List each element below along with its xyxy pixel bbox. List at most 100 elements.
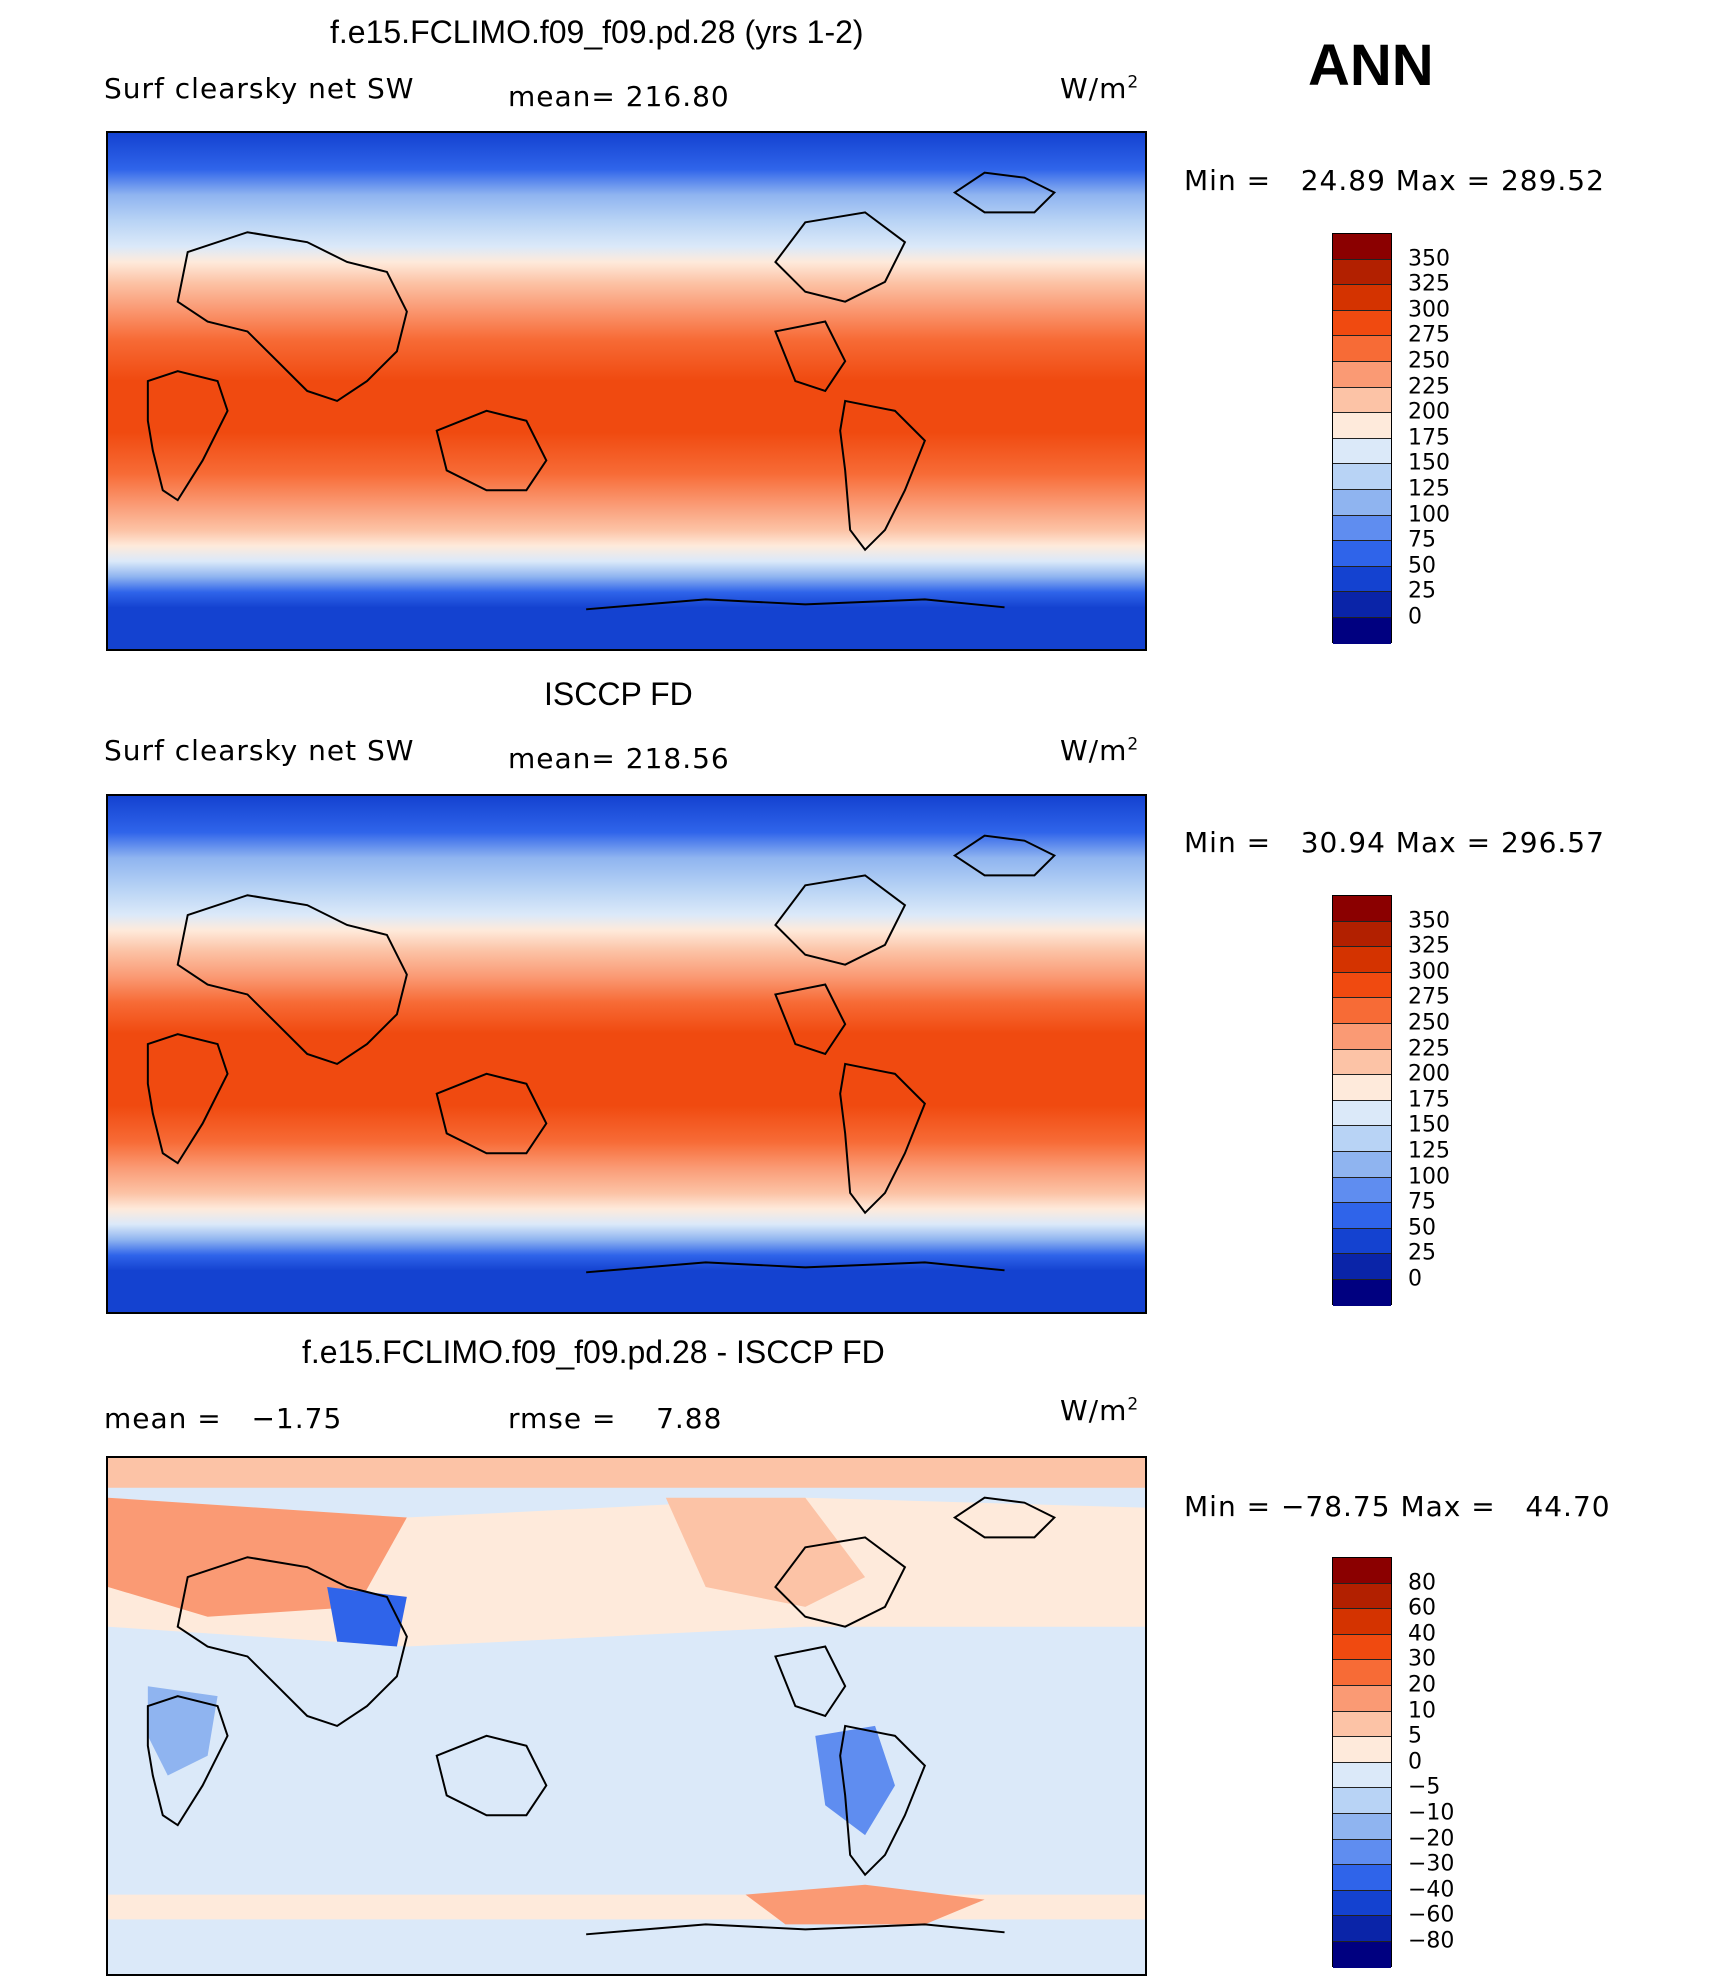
panel3-mean-label: mean = −1.75 [104,1402,343,1435]
panel3-rmse-label: rmse = 7.88 [508,1402,723,1435]
panel3-colorbar-swatch [1333,1865,1391,1891]
panel2-colorbar-swatch [1333,1075,1391,1101]
panel2-map [106,794,1147,1314]
panel3-colorbar-swatch [1333,1916,1391,1942]
panel1-colorbar-swatch [1333,310,1391,337]
panel2-colorbar-swatch [1333,1177,1391,1204]
colorbar-tick-label: −20 [1408,1826,1455,1852]
panel3-colorbar-swatch [1333,1711,1391,1738]
panel3-units: W/m2 [1060,1394,1140,1427]
colorbar-tick-label: 350 [1408,908,1450,934]
panel2-mean-label: mean= 218.56 [508,742,730,775]
panel1-heatmap-svg [108,133,1145,649]
panel3-colorbar-swatch [1333,1609,1391,1635]
panel3-min-max: Min = −78.75 Max = 44.70 [1184,1490,1611,1523]
panel3-colorbar-swatch [1333,1788,1391,1814]
panel3-colorbar-swatch [1333,1660,1391,1686]
panel1-colorbar-swatch [1333,566,1391,593]
colorbar-tick-label: 300 [1408,297,1450,323]
colorbar-tick-label: 40 [1408,1621,1436,1647]
panel1-colorbar-swatch [1333,413,1391,439]
panel1-units: W/m2 [1060,72,1140,105]
panel3-title: f.e15.FCLIMO.f09_f09.pd.28 - ISCCP FD [302,1334,885,1370]
panel3-colorbar-swatch [1333,1813,1391,1840]
panel3-colorbar-swatch [1333,1583,1391,1610]
panel2-colorbar-swatch [1333,998,1391,1024]
panel2-colorbar-swatch [1333,1100,1391,1127]
colorbar-tick-label: 25 [1408,578,1436,604]
colorbar-tick-label: 100 [1408,502,1450,528]
panel1-colorbar-swatch [1333,541,1391,567]
panel1-colorbar-swatch [1333,592,1391,618]
colorbar-tick-label: 30 [1408,1646,1436,1672]
colorbar-tick-label: 225 [1408,374,1450,400]
colorbar-tick-label: 100 [1408,1164,1450,1190]
colorbar-tick-label: 5 [1408,1723,1422,1749]
colorbar-tick-label: 225 [1408,1036,1450,1062]
panel1-land-outlines [146,171,1057,611]
colorbar-tick-label: 50 [1408,553,1436,579]
colorbar-tick-label: 0 [1408,1266,1422,1292]
panel2-colorbar-swatch [1333,1151,1391,1178]
panel3-colorbar-swatch [1333,1634,1391,1661]
panel3-colorbar-swatch [1333,1762,1391,1789]
panel2-land-outlines [146,834,1057,1274]
panel1-min-max: Min = 24.89 Max = 289.52 [1184,164,1605,197]
colorbar-tick-label: 80 [1408,1570,1436,1596]
panel2-colorbar-swatch [1333,1203,1391,1229]
colorbar-tick-label: 125 [1408,1138,1450,1164]
panel1-title: f.e15.FCLIMO.f09_f09.pd.28 (yrs 1-2) [330,14,864,50]
colorbar-tick-label: 50 [1408,1215,1436,1241]
colorbar-tick-label: −10 [1408,1800,1455,1826]
colorbar-tick-label: 75 [1408,1189,1436,1215]
panel3-map [106,1456,1147,1976]
panel3-colorbar-swatch [1333,1890,1391,1917]
colorbar-tick-label: −5 [1408,1774,1441,1800]
panel1-mean-label: mean= 216.80 [508,80,730,113]
panel1-colorbar-swatch [1333,489,1391,516]
panel2-colorbar-swatch [1333,921,1391,948]
panel2-colorbar-swatch [1333,972,1391,999]
colorbar-tick-label: 275 [1408,984,1450,1010]
panel2-min-max: Min = 30.94 Max = 296.57 [1184,826,1605,859]
colorbar-tick-label: 175 [1408,425,1450,451]
colorbar-tick-label: 200 [1408,1061,1450,1087]
panel1-map [106,131,1147,651]
colorbar-tick-label: 250 [1408,348,1450,374]
panel1-colorbar-swatch [1333,234,1391,260]
panel3-heatmap-svg [108,1458,1145,1974]
panel2-colorbar-swatch [1333,1279,1391,1306]
colorbar-tick-label: −60 [1408,1902,1455,1928]
colorbar-tick-label: 60 [1408,1595,1436,1621]
panel1-colorbar-swatch [1333,438,1391,465]
panel2-colorbar-swatch [1333,896,1391,922]
season-label: ANN [1308,33,1434,98]
colorbar-tick-label: −40 [1408,1877,1455,1903]
colorbar-tick-label: 350 [1408,246,1450,272]
panel2-colorbar-swatch [1333,1228,1391,1255]
panel1-colorbar-swatch [1333,259,1391,286]
colorbar-tick-label: 0 [1408,604,1422,630]
panel1-colorbar-swatch [1333,336,1391,362]
panel2-colorbar-swatch [1333,1254,1391,1280]
colorbar-tick-label: −30 [1408,1851,1455,1877]
colorbar-tick-label: 275 [1408,322,1450,348]
panel2-colorbar-swatch [1333,947,1391,973]
colorbar-tick-label: 300 [1408,959,1450,985]
colorbar-tick-label: 10 [1408,1698,1436,1724]
colorbar-tick-label: 200 [1408,399,1450,425]
panel3-colorbar-swatch [1333,1839,1391,1866]
colorbar-tick-label: 75 [1408,527,1436,553]
panel1-colorbar-swatch [1333,617,1391,644]
panel1-colorbar-swatch [1333,515,1391,542]
panel3-colorbar-swatch [1333,1685,1391,1712]
panel3-land-outlines [146,1496,1057,1936]
colorbar-tick-label: 150 [1408,1112,1450,1138]
colorbar-tick-label: 325 [1408,933,1450,959]
panel1-colorbar-swatch [1333,285,1391,311]
panel2-colorbar-swatch [1333,1049,1391,1076]
colorbar-tick-label: 0 [1408,1749,1422,1775]
panel1-colorbar-swatch [1333,361,1391,388]
panel3-colorbar-swatch [1333,1737,1391,1763]
panel2-colorbar-swatch [1333,1023,1391,1050]
